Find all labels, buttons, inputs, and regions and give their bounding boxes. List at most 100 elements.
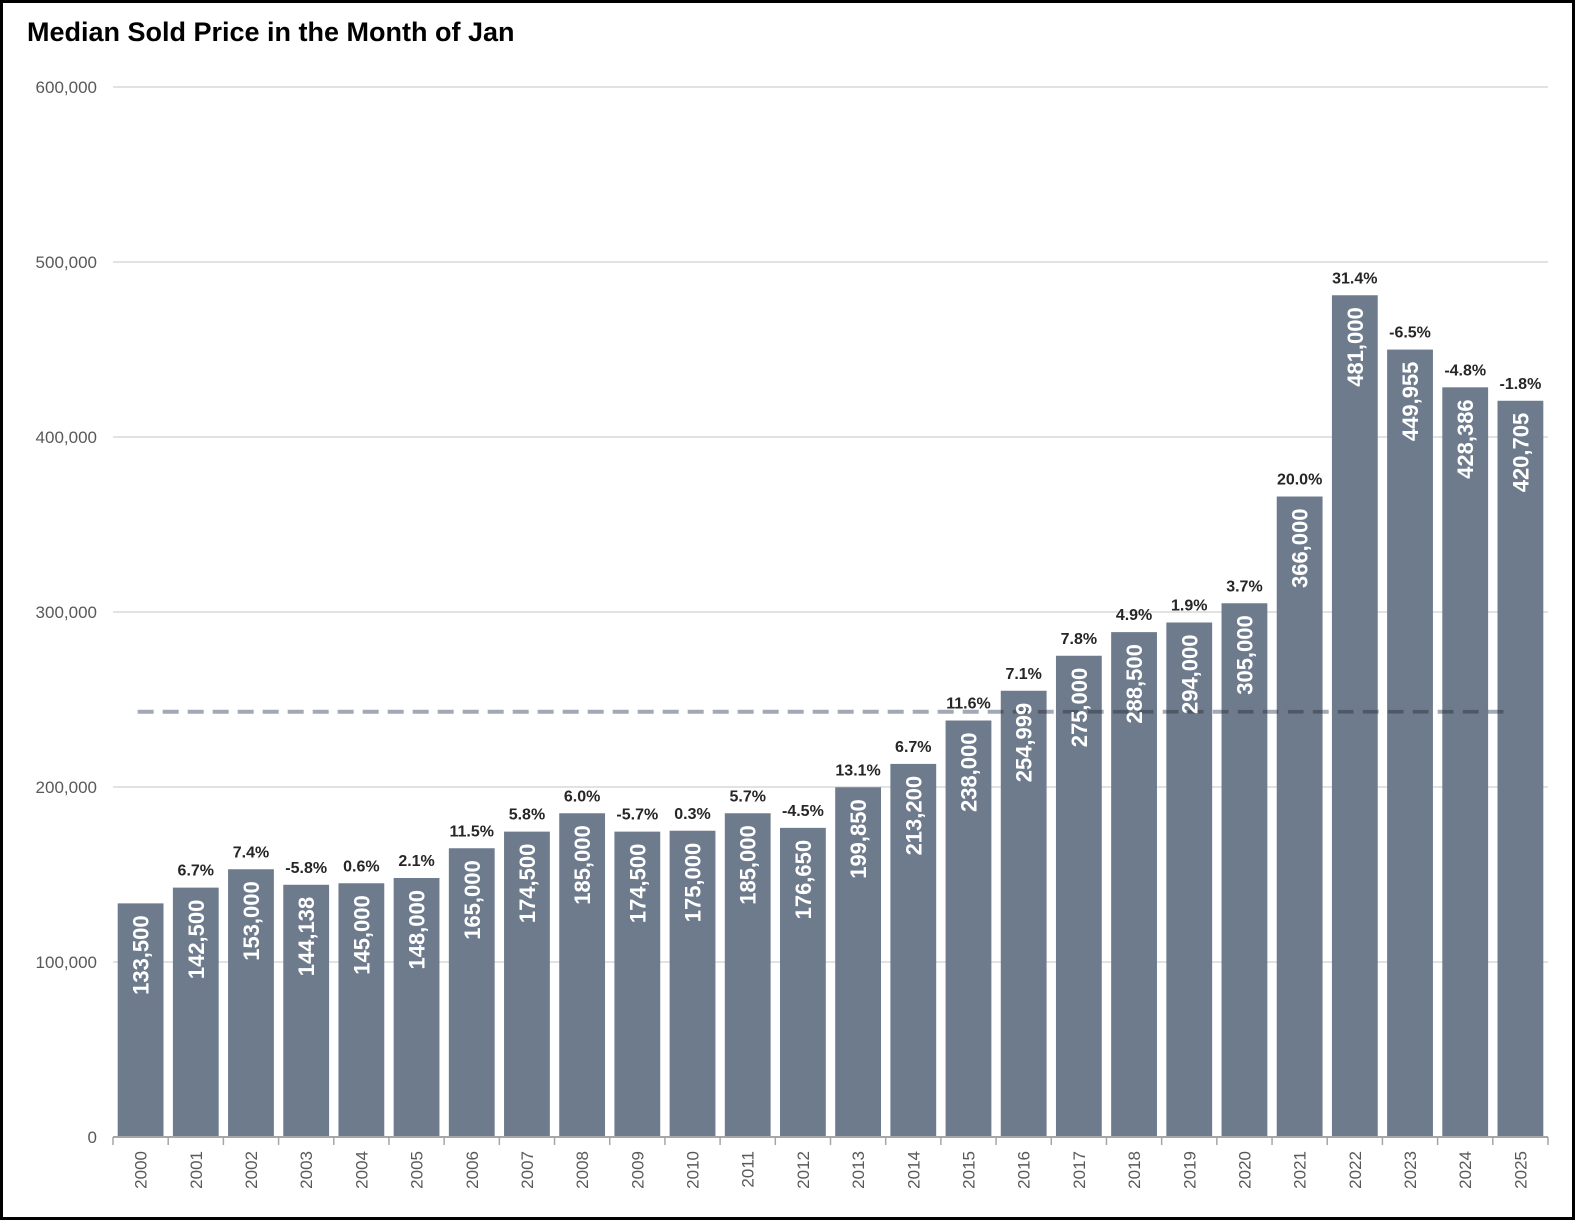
- x-tick-label: 2010: [684, 1151, 703, 1189]
- percent-change-label: -4.5%: [782, 803, 824, 820]
- bar-value-label: 185,000: [736, 825, 761, 905]
- bar: [779, 827, 826, 1137]
- bar: [1497, 400, 1544, 1137]
- bar-value-label: 142,500: [184, 900, 209, 980]
- percent-change-label: 6.7%: [178, 863, 214, 880]
- bar: [228, 869, 274, 1137]
- x-tick-label: 2013: [849, 1151, 868, 1189]
- bar: [504, 831, 550, 1137]
- bars: [117, 295, 1544, 1138]
- y-axis-ticks: 0 100,000 200,000 300,000 400,000 500,000 600,…: [36, 78, 97, 1147]
- bar: [1387, 349, 1433, 1137]
- bar-value-label: 145,000: [349, 895, 374, 975]
- x-tick-label: 2021: [1291, 1151, 1310, 1189]
- x-tick-label: 2012: [794, 1151, 813, 1189]
- bar-value-label: 481,000: [1343, 307, 1368, 387]
- bar: [1331, 295, 1378, 1137]
- bar-value-label: 420,705: [1508, 413, 1533, 493]
- percent-change-label: 0.6%: [343, 858, 379, 875]
- x-tick-label: 2000: [132, 1151, 151, 1189]
- bar-value-label: 185,000: [570, 825, 595, 905]
- x-tick-label: 2016: [1015, 1151, 1034, 1189]
- bar: [559, 813, 606, 1137]
- percent-change-label: 2.1%: [398, 853, 434, 870]
- bar: [448, 848, 495, 1137]
- bar-value-label: 133,500: [129, 915, 154, 995]
- x-tick-label: 2003: [297, 1151, 316, 1189]
- percent-change-label: 13.1%: [835, 762, 880, 779]
- x-tick-label: 2002: [242, 1151, 261, 1189]
- percent-change-label: 11.6%: [946, 696, 990, 713]
- y-tick-label: 200,000: [36, 778, 97, 797]
- bar: [1276, 496, 1323, 1137]
- x-tick-label: 2025: [1511, 1151, 1530, 1189]
- percent-change-label: 6.7%: [895, 739, 931, 756]
- bar-value-label: 449,955: [1398, 362, 1423, 442]
- x-tick-label: 2017: [1070, 1151, 1089, 1189]
- bar: [669, 830, 716, 1137]
- bar-value-label: 238,000: [956, 733, 981, 813]
- bar-value-label: 175,000: [681, 843, 706, 923]
- bar: [1000, 690, 1047, 1137]
- x-tick-label: 2001: [187, 1151, 206, 1189]
- bar-value-label: 366,000: [1288, 509, 1313, 589]
- bar: [1442, 387, 1489, 1138]
- bar: [393, 878, 440, 1137]
- percent-change-label: -5.8%: [285, 860, 327, 877]
- bar-value-label: 428,386: [1453, 399, 1478, 479]
- x-tick-label: 2015: [959, 1151, 978, 1189]
- percent-change-label: -5.7%: [616, 807, 658, 824]
- chart-title: Median Sold Price in the Month of Jan: [27, 17, 515, 47]
- y-tick-label: 0: [88, 1128, 97, 1147]
- percent-change-label: 7.8%: [1061, 631, 1097, 648]
- bar: [172, 887, 219, 1137]
- x-tick-label: 2019: [1180, 1151, 1199, 1189]
- x-tick-label: 2023: [1401, 1151, 1420, 1189]
- bar-value-label: 174,500: [625, 844, 650, 924]
- x-axis: 2000 2001 2002 2003 2004 2005 2006 2007 2008 2009…: [112, 1136, 1549, 1189]
- y-tick-label: 300,000: [36, 603, 97, 622]
- x-tick-label: 2018: [1125, 1151, 1144, 1189]
- percent-change-label: -6.5%: [1389, 325, 1431, 342]
- x-tick-label: 2020: [1235, 1151, 1254, 1189]
- bar-value-label: 153,000: [239, 881, 264, 961]
- percent-change-label: 11.5%: [450, 823, 494, 840]
- percent-change-label: 5.8%: [509, 807, 545, 824]
- y-tick-label: 400,000: [36, 428, 97, 447]
- x-tick-label: 2022: [1346, 1151, 1365, 1189]
- percent-change-label: 4.9%: [1116, 607, 1152, 624]
- percent-change-label: 7.1%: [1005, 666, 1041, 683]
- y-tick-label: 600,000: [36, 78, 97, 97]
- bar-value-label: 199,850: [846, 799, 871, 879]
- bar: [283, 884, 330, 1137]
- bar-value-label: 288,500: [1122, 644, 1147, 724]
- x-tick-label: 2008: [573, 1151, 592, 1189]
- percent-change-label: -1.8%: [1500, 376, 1542, 393]
- bar: [724, 813, 771, 1137]
- x-tick-label: 2006: [463, 1151, 482, 1189]
- x-tick-label: 2014: [904, 1151, 923, 1189]
- percent-change-label: 6.0%: [564, 788, 600, 805]
- bar: [1221, 603, 1268, 1137]
- bar-value-label: 254,999: [1012, 703, 1037, 783]
- percent-change-label: 5.7%: [729, 788, 765, 805]
- bar-value-label: 174,500: [515, 844, 540, 924]
- percent-change-label: 3.7%: [1226, 578, 1262, 595]
- bar-value-label: 165,000: [460, 860, 485, 940]
- bar: [338, 883, 385, 1137]
- bar: [890, 763, 937, 1137]
- x-tick-label: 2009: [628, 1151, 647, 1189]
- y-tick-label: 100,000: [36, 953, 97, 972]
- bar-value-label: 148,000: [405, 890, 430, 970]
- bar-value-label: 305,000: [1232, 615, 1257, 695]
- percent-change-label: 1.9%: [1171, 598, 1207, 615]
- bar-value-label: 213,200: [901, 776, 926, 856]
- x-tick-label: 2011: [739, 1151, 758, 1188]
- y-tick-label: 500,000: [36, 253, 97, 272]
- x-tick-label: 2024: [1456, 1151, 1475, 1189]
- percent-change-label: 7.4%: [233, 844, 269, 861]
- bar: [1111, 632, 1157, 1137]
- bar-value-label: 176,650: [791, 840, 816, 920]
- percent-change-label: -4.8%: [1444, 362, 1486, 379]
